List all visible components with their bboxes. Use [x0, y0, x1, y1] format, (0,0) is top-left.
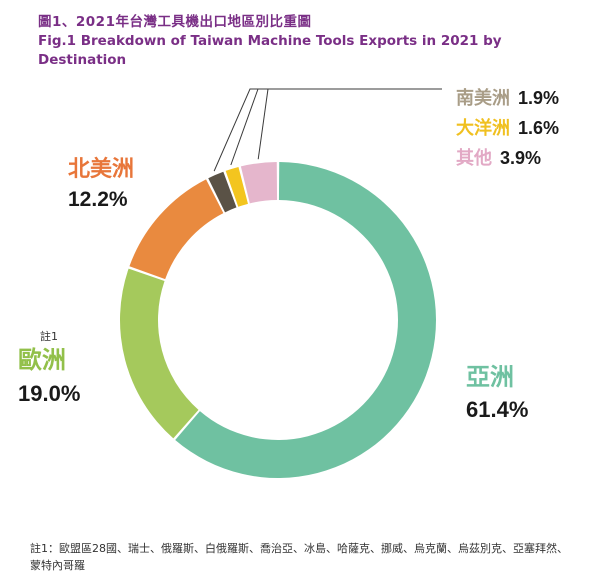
slice-europe [120, 268, 199, 439]
label-other: 其他 [456, 147, 492, 169]
slice-asia [175, 162, 436, 479]
slice-oceania [225, 167, 248, 207]
slice-north-america [129, 179, 224, 280]
leader-lines [213, 88, 442, 172]
chart-title-en: Fig.1 Breakdown of Taiwan Machine Tools … [38, 33, 502, 68]
value-north-america: 12.2% [68, 188, 128, 211]
leader-line-oceania [230, 88, 259, 166]
label-europe: 歐洲 [18, 346, 66, 374]
slice-south-america [208, 171, 237, 213]
label-asia: 亞洲 [466, 363, 514, 391]
leader-line-south-america [213, 88, 442, 172]
label-oceania: 大洋洲 [456, 117, 510, 139]
footnote: 註1：歐盟區28國、瑞士、俄羅斯、白俄羅斯、喬治亞、冰島、哈薩克、挪威、烏克蘭、… [30, 542, 568, 572]
leader-line-other [257, 88, 269, 160]
note-europe: 註1 [40, 330, 58, 343]
value-oceania: 1.6% [518, 118, 559, 138]
chart-title-zh: 圖1、2021年台灣工具機出口地區別比重圖 [38, 14, 312, 30]
slice-other [240, 162, 278, 204]
value-asia: 61.4% [466, 397, 528, 422]
label-south-america: 南美洲 [456, 87, 510, 109]
label-north-america: 北美洲 [68, 156, 134, 182]
value-europe: 19.0% [18, 381, 80, 406]
donut-slices [120, 162, 436, 479]
slice-labels: 亞洲 61.4% 註1 歐洲 19.0% 北美洲 12.2% 南美洲 1.9% 大洋洲 1.6% 其他… [18, 87, 559, 422]
value-other: 3.9% [500, 148, 541, 168]
donut-chart: 亞洲 61.4% 註1 歐洲 19.0% 北美洲 12.2% 南美洲 1.9% 大洋洲 1.6% 其他… [18, 87, 559, 479]
value-south-america: 1.9% [518, 88, 559, 108]
